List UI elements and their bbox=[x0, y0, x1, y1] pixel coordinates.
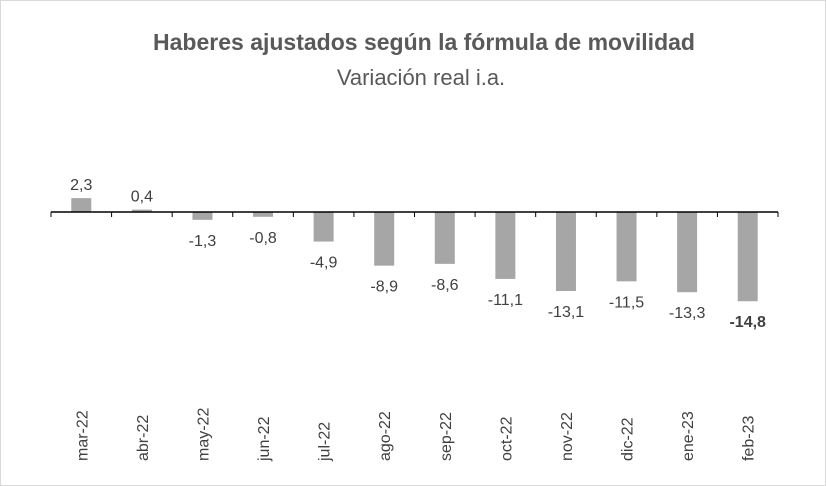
data-label: -11,1 bbox=[488, 292, 523, 309]
category-label: ago-22 bbox=[377, 411, 394, 461]
data-label: -13,1 bbox=[548, 304, 585, 321]
data-label: -13,3 bbox=[669, 305, 706, 322]
data-label: -11,5 bbox=[609, 294, 644, 311]
bar bbox=[677, 212, 698, 293]
data-label: -4,9 bbox=[310, 255, 338, 272]
category-label: mar-22 bbox=[74, 410, 91, 461]
category-label: may-22 bbox=[195, 408, 212, 461]
bar bbox=[434, 212, 455, 264]
bar bbox=[192, 212, 213, 220]
chart-subtitle: Variación real i.a. bbox=[336, 65, 506, 90]
bar bbox=[737, 212, 758, 302]
chart-title: Haberes ajustados según la fórmula de mo… bbox=[153, 29, 695, 55]
category-label: abr-22 bbox=[135, 415, 152, 461]
bar bbox=[71, 198, 92, 212]
category-label: jun-22 bbox=[256, 416, 273, 462]
bar bbox=[495, 212, 516, 279]
category-label: dic-22 bbox=[620, 417, 637, 461]
category-label: jul-22 bbox=[317, 422, 334, 462]
bar bbox=[313, 212, 334, 242]
category-label: oct-22 bbox=[498, 416, 515, 461]
data-label: -8,9 bbox=[370, 279, 398, 296]
data-label: 2,3 bbox=[70, 177, 92, 194]
category-label: feb-23 bbox=[741, 416, 758, 461]
bar bbox=[616, 212, 637, 282]
bar bbox=[555, 212, 576, 291]
bar bbox=[131, 209, 152, 212]
category-label: ene-23 bbox=[680, 411, 697, 461]
bar bbox=[253, 212, 274, 217]
bar bbox=[374, 212, 395, 266]
data-label: 0,4 bbox=[131, 189, 153, 206]
category-label: sep-22 bbox=[438, 412, 455, 461]
data-label: -1,3 bbox=[189, 233, 217, 250]
data-label: -14,8 bbox=[729, 314, 766, 331]
category-label: nov-22 bbox=[559, 412, 576, 461]
data-label: -8,6 bbox=[431, 277, 459, 294]
data-label: -0,8 bbox=[249, 230, 277, 247]
